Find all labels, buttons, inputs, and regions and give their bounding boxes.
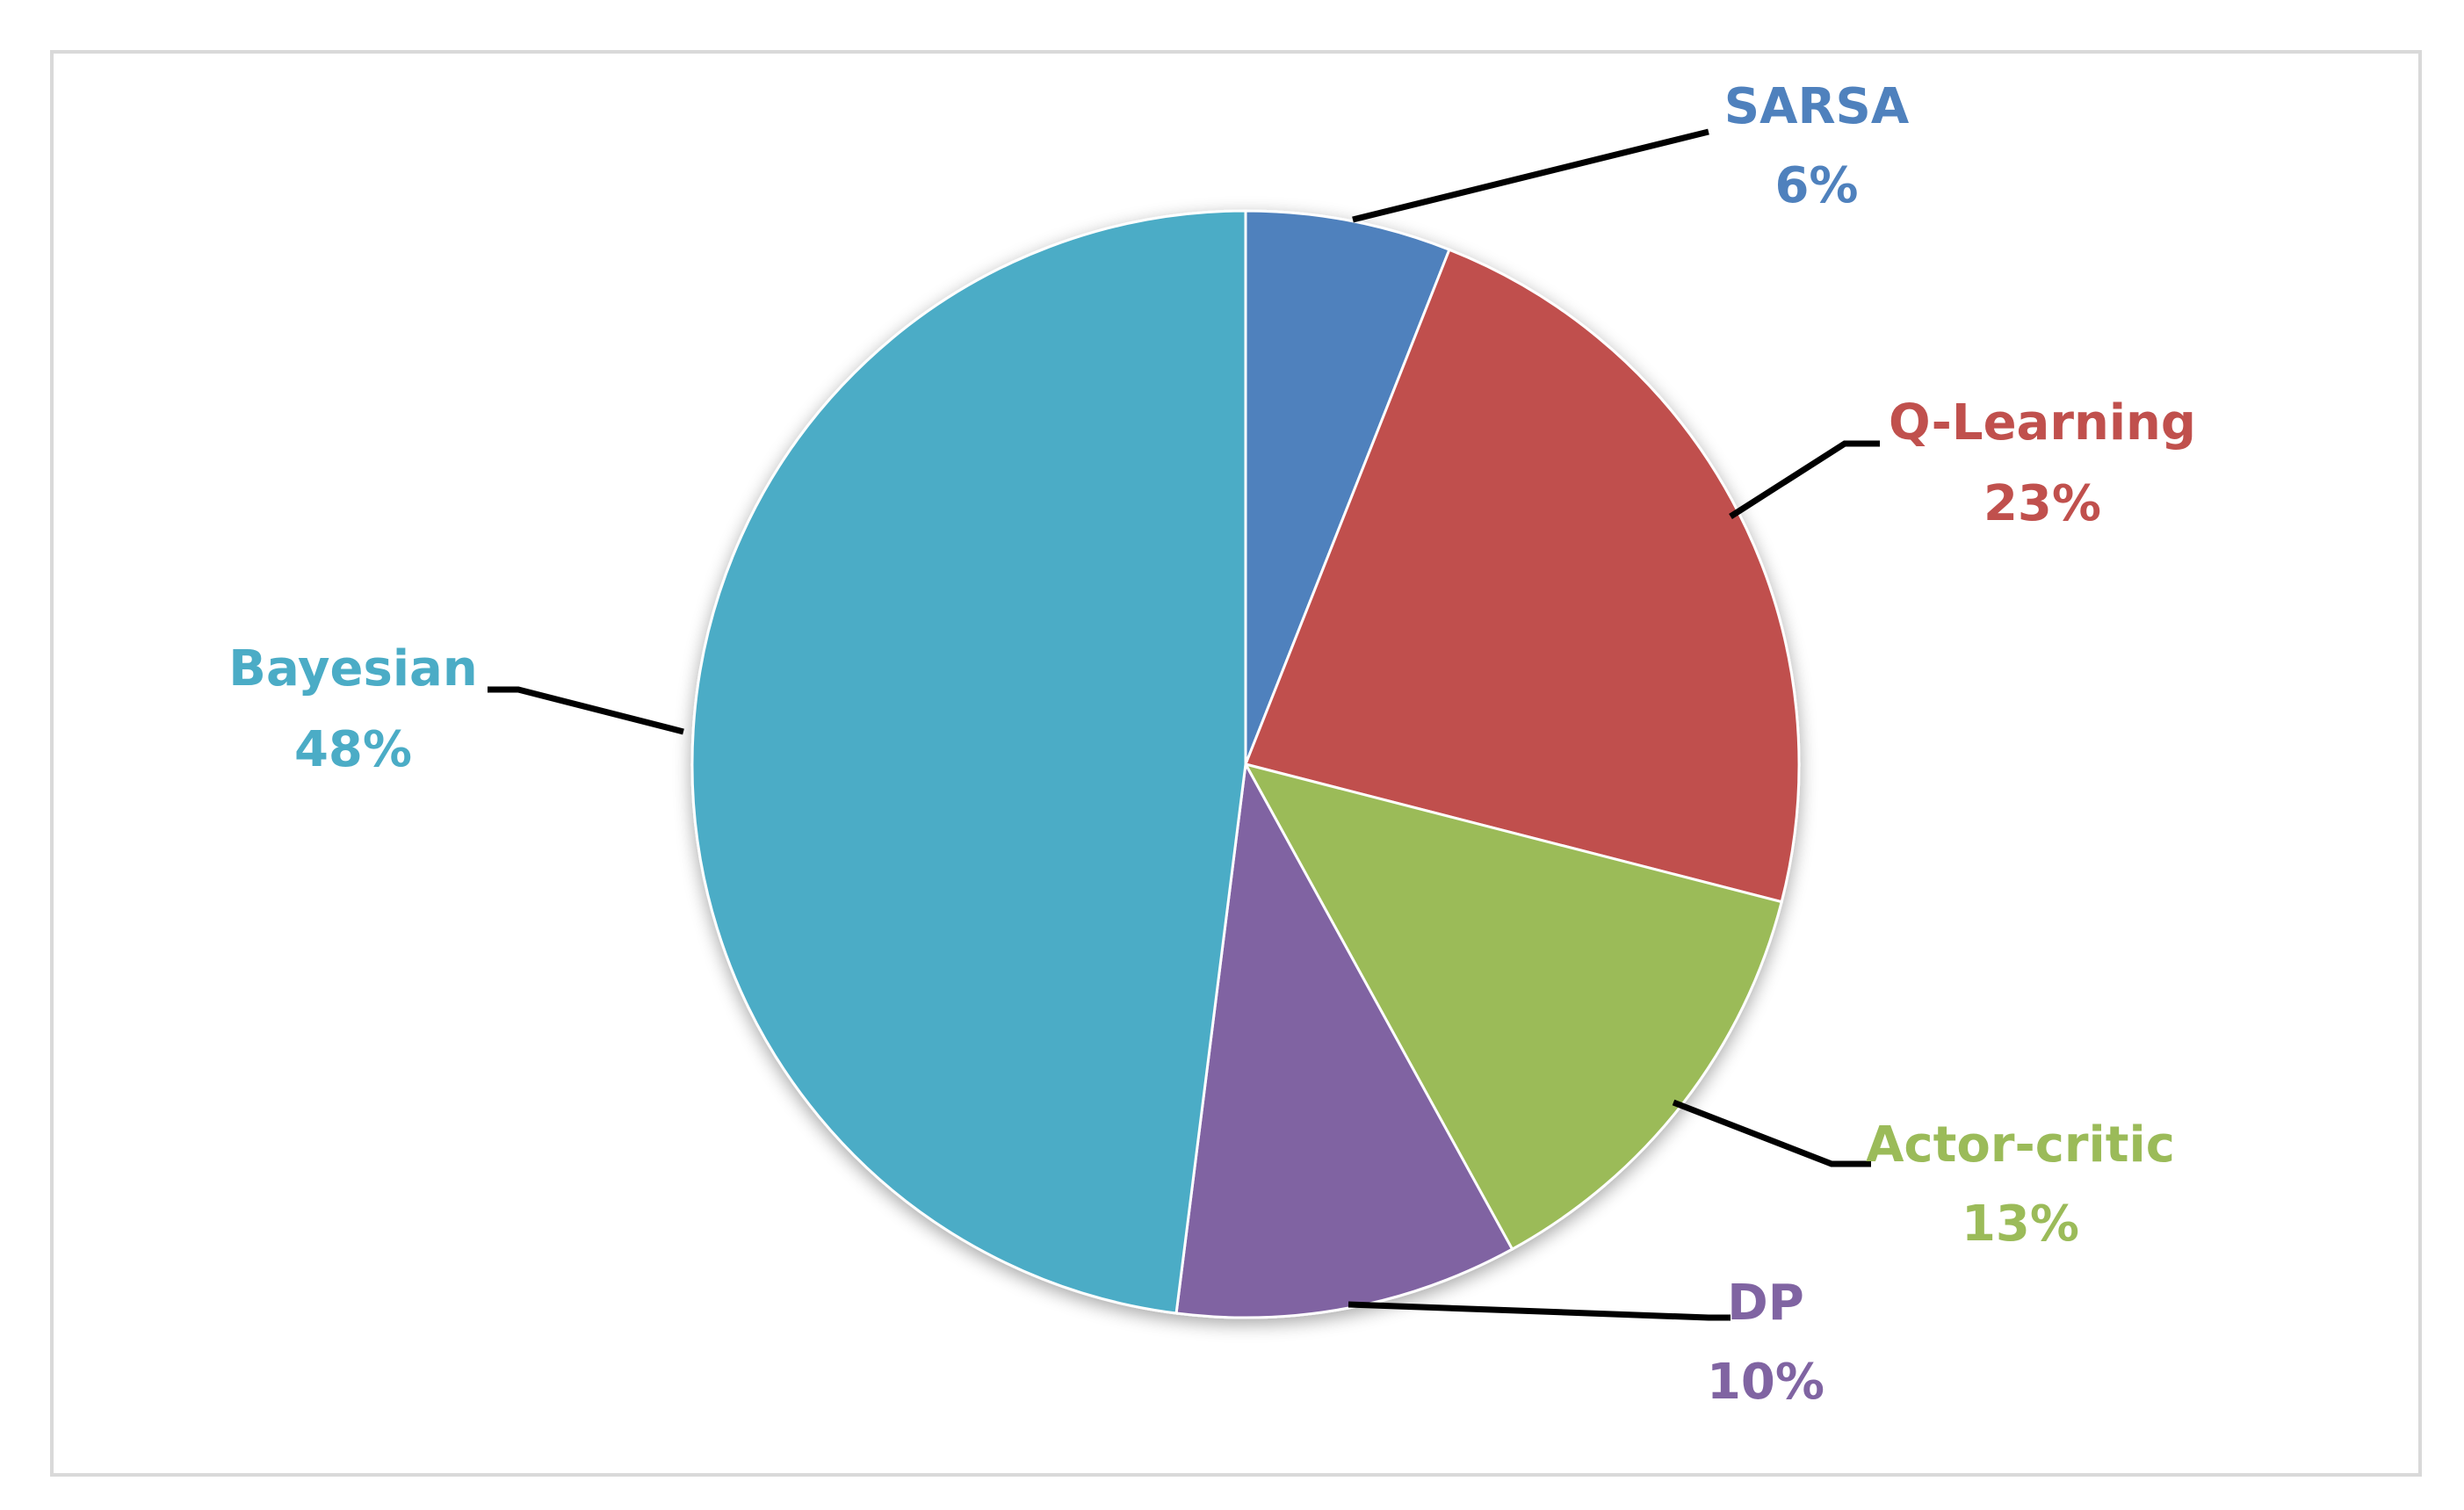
data-label-value-dp: 10%: [1707, 1354, 1825, 1411]
data-label-name-q-learning: Q-Learning: [1889, 394, 2196, 452]
pie-slice-sarsa: [1244, 209, 1451, 765]
data-label-name-sarsa: SARSA: [1724, 78, 1910, 135]
data-label-value-bayesian: 48%: [294, 721, 412, 778]
pie-slice-dp: [1174, 760, 1514, 1319]
leader-line-sarsa: [1352, 128, 1709, 223]
data-label-value-actor-critic: 13%: [1962, 1196, 2079, 1253]
data-label-name-dp: DP: [1727, 1275, 1804, 1332]
leader-line-q-learning: [1729, 440, 1880, 519]
data-label-name-actor-critic: Actor-critic: [1866, 1116, 2175, 1174]
leader-line-actor-critic: [1672, 1099, 1871, 1167]
leader-line-dp: [1348, 1301, 1731, 1321]
data-label-value-sarsa: 6%: [1774, 157, 1858, 214]
data-label-name-bayesian: Bayesian: [228, 640, 477, 697]
data-label-value-q-learning: 23%: [1983, 475, 2101, 532]
pie-slice-bayesian: [690, 209, 1247, 1315]
leader-line-bayesian: [488, 686, 684, 735]
